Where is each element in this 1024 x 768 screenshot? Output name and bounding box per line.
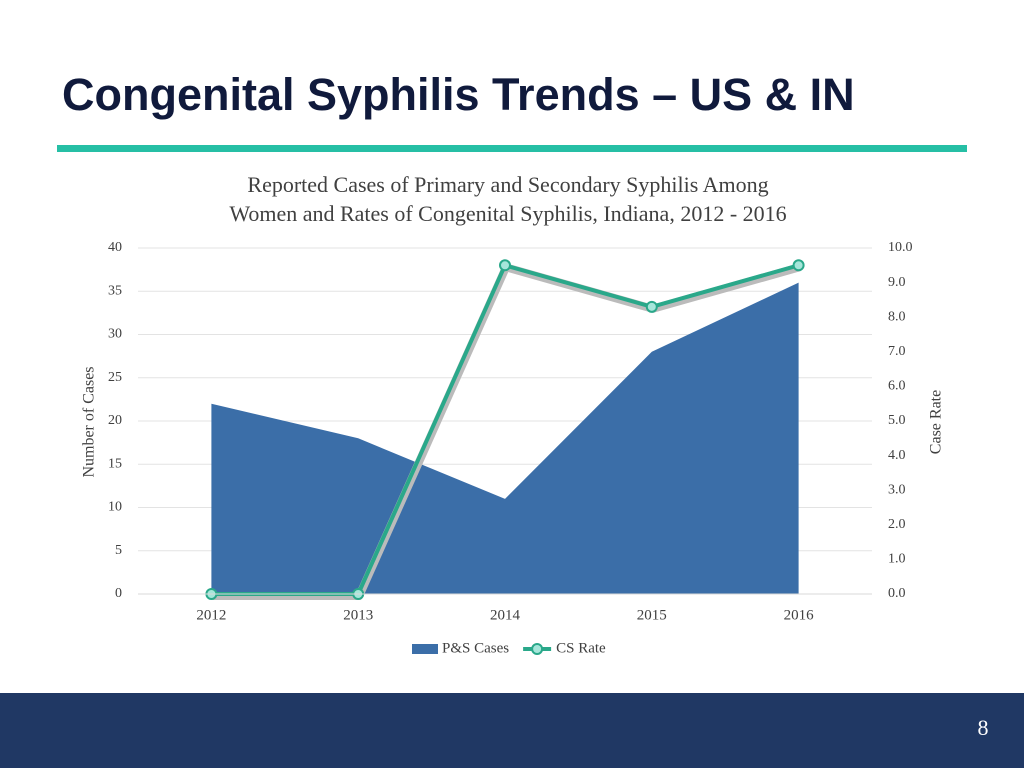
y2-tick-label: 4.0 — [888, 448, 906, 463]
y2-tick-label: 9.0 — [888, 275, 906, 290]
page-number: 8 — [978, 715, 989, 740]
y-tick-label: 30 — [108, 327, 122, 342]
footer-band — [0, 693, 1024, 768]
legend-swatch — [531, 643, 544, 655]
chart-title: Women and Rates of Congenital Syphilis, … — [229, 201, 786, 226]
y-tick-label: 25 — [108, 370, 122, 385]
y2-tick-label: 6.0 — [888, 379, 906, 394]
area — [211, 282, 799, 594]
y2-axis-title: Case Rate — [928, 390, 945, 454]
legend-label: P&S Cases — [442, 640, 509, 656]
title-rule — [57, 145, 967, 152]
x-tick-label: 2016 — [784, 607, 815, 623]
y-tick-label: 15 — [108, 456, 122, 471]
y2-tick-label: 1.0 — [888, 552, 906, 567]
y-tick-label: 40 — [108, 240, 122, 255]
y2-tick-label: 3.0 — [888, 482, 906, 497]
y2-tick-label: 5.0 — [888, 413, 906, 428]
legend-swatch — [412, 644, 438, 654]
y-tick-label: 0 — [115, 586, 122, 601]
y-tick-label: 5 — [115, 543, 122, 558]
y-axis-title: Number of Cases — [81, 366, 98, 477]
y-tick-label: 10 — [108, 500, 122, 515]
y2-tick-label: 7.0 — [888, 344, 906, 359]
y-tick-label: 20 — [108, 413, 122, 428]
y-tick-label: 35 — [108, 283, 122, 298]
y2-tick-label: 0.0 — [888, 586, 906, 601]
x-tick-label: 2014 — [490, 607, 521, 623]
chart-title: Reported Cases of Primary and Secondary … — [247, 172, 768, 197]
point — [792, 259, 805, 272]
x-tick-label: 2015 — [637, 607, 667, 623]
y2-tick-label: 8.0 — [888, 309, 906, 324]
y2-tick-label: 10.0 — [888, 240, 913, 255]
point — [499, 259, 511, 272]
point — [645, 300, 658, 313]
x-tick-label: 2013 — [343, 607, 373, 623]
slide-title: Congenital Syphilis Trends – US & IN — [62, 69, 855, 120]
x-tick-label: 2012 — [196, 607, 226, 623]
y2-tick-label: 2.0 — [888, 517, 906, 532]
legend-label: CS Rate — [556, 640, 606, 656]
